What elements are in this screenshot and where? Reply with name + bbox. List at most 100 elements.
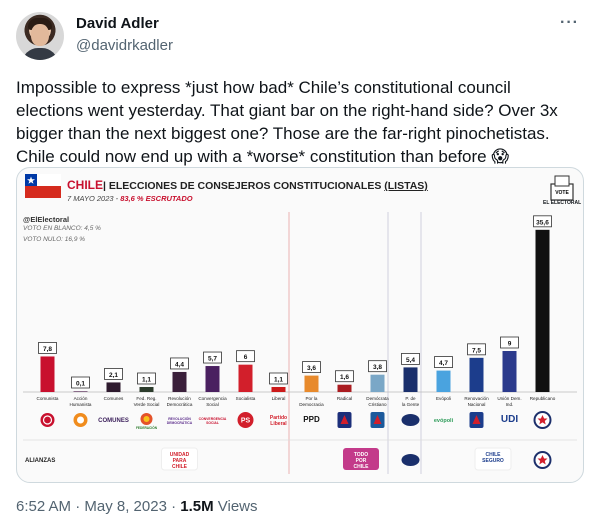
party-logo-shield-mark	[472, 415, 481, 424]
bar-6	[205, 366, 220, 392]
value-label: 9	[508, 341, 512, 348]
bar-10	[337, 384, 352, 392]
alliance-logo	[474, 447, 512, 471]
alliance-logo-text: CHILE	[354, 464, 370, 470]
value-label: 7,8	[43, 346, 52, 353]
bar-11	[370, 374, 385, 392]
value-label: 6	[244, 354, 248, 361]
alliance-logo-text: UNIDAD	[170, 452, 190, 458]
avatar[interactable]	[16, 12, 64, 60]
value-label-box	[269, 372, 288, 385]
category-label: la Gente	[402, 402, 420, 407]
alliance-logo-text: POR	[356, 458, 367, 464]
bar-5	[172, 371, 187, 392]
bar-1	[40, 356, 55, 392]
null-vote: VOTO NULO: 16,9 %	[23, 236, 86, 243]
bar-16	[535, 229, 550, 392]
value-label: 1,1	[274, 376, 283, 383]
value-label-box	[533, 215, 552, 228]
more-options-icon[interactable]: ···	[560, 14, 579, 31]
value-label-box	[104, 368, 123, 380]
bar-3	[106, 382, 121, 392]
bar-12	[403, 367, 418, 392]
chart-title-paren: (LISTAS)	[384, 180, 428, 192]
category-label: Comunes	[104, 396, 124, 401]
party-logo-comunista-mark	[42, 415, 53, 425]
value-label: 3,8	[373, 364, 382, 371]
party-logo-text: Partido	[270, 415, 287, 421]
tweet-media[interactable]: CHILE| ELECCIONES DE CONSEJEROS CONSTITU…	[16, 167, 584, 483]
author-handle[interactable]: @davidrkadler	[76, 37, 173, 54]
bar-7	[238, 364, 253, 392]
bar-15	[502, 351, 517, 392]
party-logo-republicano-star	[537, 415, 548, 425]
category-label: Democracia	[299, 402, 324, 407]
category-label: Humanista	[70, 402, 92, 407]
alliance-logo-text: TODO	[354, 452, 368, 458]
category-label: Unión Dem.	[497, 396, 521, 401]
chart-title-country: CHILE	[67, 178, 103, 192]
category-label: Democrática	[167, 402, 193, 407]
chart-title-main: ELECCIONES DE CONSEJEROS CONSTITUCIONALE…	[105, 180, 385, 192]
blank-vote: VOTO EN BLANCO: 4,5 %	[23, 225, 101, 232]
views-label: Views	[213, 498, 258, 515]
value-label: 7,5	[472, 347, 481, 354]
bar-2	[73, 391, 88, 392]
alliance-logo-text: CHILE	[172, 464, 188, 470]
alliance-logo-pdg	[401, 454, 420, 466]
value-label-box	[335, 370, 354, 383]
category-label: Por la	[305, 396, 317, 401]
alliances-label: ALIANZAS	[25, 458, 55, 464]
value-label-box	[137, 372, 156, 385]
value-label-box	[71, 376, 90, 389]
party-logo-text: REVOLUCIÓN	[168, 416, 191, 421]
alliance-logo-republicano-star	[537, 455, 548, 465]
category-label: Socialista	[236, 396, 256, 401]
value-label-box	[500, 336, 519, 349]
value-label: 1,1	[142, 376, 151, 383]
category-label: Verde Social	[134, 402, 160, 407]
value-label-box	[467, 343, 486, 356]
alliance-logo-text: CHILE	[486, 452, 502, 458]
value-label-box	[368, 360, 387, 373]
category-label: P. de	[405, 396, 416, 401]
chart-scrutiny: 83,6 % ESCRUTADO	[120, 194, 193, 203]
party-logo-pdg	[401, 414, 420, 426]
category-label: Cristiano	[368, 402, 387, 407]
value-label: 0,1	[76, 381, 85, 388]
party-logo-comunista	[40, 413, 55, 427]
value-label-box	[203, 351, 222, 364]
category-label: Renovación	[464, 396, 489, 401]
value-label: 3,6	[307, 365, 316, 372]
party-logo-text: SOCIAL	[206, 421, 219, 425]
party-logo-text: UDI	[501, 414, 518, 425]
value-label-box	[302, 361, 321, 374]
ballot-text: VOTE	[555, 190, 569, 196]
party-logo-shield-mark	[373, 415, 382, 424]
value-label: 4,7	[439, 360, 448, 367]
category-label: Ind.	[506, 402, 514, 407]
tweet-text: Impossible to express *just how bad* Chi…	[16, 78, 558, 166]
chart-source: @ElElectoral	[23, 215, 70, 224]
author-name[interactable]: David Adler	[76, 15, 159, 32]
category-label: Radical	[337, 396, 352, 401]
value-label: 5,7	[208, 356, 217, 363]
bar-13	[436, 370, 451, 392]
alliance-logo	[161, 447, 198, 471]
bar-8	[271, 386, 286, 392]
category-label: Liberal	[272, 396, 286, 401]
value-label: 2,1	[109, 372, 118, 379]
tweet-time[interactable]: 6:52 AM · May 8, 2023 ·	[16, 498, 181, 515]
chart-date-value: 7 MAYO 2023 -	[67, 194, 121, 203]
value-label-box	[434, 356, 453, 368]
chart-title-separator: |	[103, 180, 106, 192]
chile-flag-icon	[25, 174, 61, 198]
views-count: 1.5M	[180, 498, 214, 515]
category-label: Fed. Reg.	[136, 396, 156, 401]
category-label: Republicano	[530, 396, 556, 401]
value-label: 4,4	[175, 361, 184, 368]
party-logo-text: Liberal	[270, 421, 287, 427]
chart-title: CHILE| ELECCIONES DE CONSEJEROS CONSTITU…	[67, 178, 428, 192]
